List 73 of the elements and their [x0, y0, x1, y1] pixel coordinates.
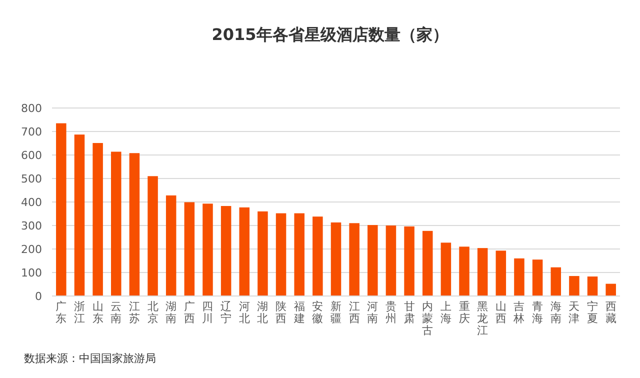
bar — [386, 226, 396, 296]
bar — [166, 195, 176, 296]
bar — [477, 248, 488, 296]
x-tick-label: 新疆 — [330, 300, 342, 325]
bar — [550, 267, 561, 296]
x-tick-label: 山西 — [495, 300, 506, 325]
bar — [202, 204, 213, 296]
x-tick-label: 重庆 — [458, 300, 470, 325]
x-tick-label: 山东 — [92, 300, 104, 325]
bar — [294, 213, 304, 296]
bar — [148, 176, 158, 296]
x-tick-label: 广东 — [56, 300, 67, 325]
x-tick-label: 宁夏 — [587, 300, 598, 325]
bar — [56, 123, 66, 296]
x-tick-label: 四川 — [202, 300, 214, 325]
bar — [129, 153, 140, 296]
y-tick-label: 700 — [21, 126, 42, 138]
bar — [184, 202, 195, 296]
x-tick-label: 湖北 — [257, 300, 268, 325]
y-tick-label: 200 — [21, 243, 42, 256]
y-tick-label: 800 — [21, 102, 42, 115]
x-tick-label: 陕西 — [276, 300, 287, 325]
bar — [220, 206, 232, 296]
x-tick-label: 西藏 — [605, 300, 616, 325]
y-tick-label: 0 — [35, 290, 42, 303]
bar — [440, 242, 452, 296]
x-tick-label: 福建 — [292, 300, 305, 325]
x-tick-label: 内蒙古 — [422, 300, 434, 337]
x-tick-label: 甘肃 — [404, 300, 415, 325]
bar — [239, 207, 250, 296]
x-tick-label: 贵州 — [385, 300, 396, 325]
bar — [606, 284, 616, 296]
y-tick-label: 100 — [21, 266, 42, 280]
x-tick-label: 浙江 — [74, 300, 85, 325]
x-tick-label: 云南 — [110, 300, 122, 325]
x-tick-label: 广西 — [184, 300, 195, 325]
x-tick-label: 辽宁 — [220, 300, 232, 325]
bar — [74, 134, 85, 296]
x-tick-label: 河南 — [367, 300, 378, 325]
bar — [92, 143, 103, 296]
x-tick-label: 江苏 — [128, 300, 140, 325]
x-tick-label: 北京 — [147, 300, 158, 325]
x-tick-label: 天津 — [568, 300, 580, 325]
x-tick-label: 吉林 — [512, 300, 525, 325]
bar — [330, 222, 342, 296]
bar — [368, 225, 378, 296]
bar — [404, 226, 414, 296]
x-tick-label: 湖南 — [166, 300, 177, 325]
bar — [459, 246, 470, 296]
bar — [276, 213, 286, 296]
x-tick-label: 上海 — [440, 300, 452, 325]
bar — [569, 276, 580, 296]
y-tick-label: 600 — [21, 149, 42, 162]
bar — [349, 223, 360, 296]
x-tick-label: 安徽 — [312, 300, 324, 325]
bar — [258, 211, 268, 296]
bar — [514, 258, 524, 296]
x-tick-label: 青海 — [532, 300, 544, 325]
x-tick-label: 黑龙江 — [477, 300, 488, 337]
x-tick-label: 江西 — [348, 300, 360, 325]
bar — [587, 276, 598, 296]
x-tick-label: 海南 — [550, 300, 562, 325]
bar — [496, 250, 506, 296]
bar — [111, 152, 122, 296]
bar — [532, 260, 543, 296]
y-tick-label: 500 — [21, 172, 42, 186]
bar — [422, 230, 433, 296]
y-tick-label: 400 — [21, 196, 42, 209]
x-tick-label: 河北 — [238, 300, 250, 325]
source-note: 数据来源：中国国家旅游局 — [24, 352, 156, 365]
bar — [312, 216, 323, 296]
y-tick-label: 300 — [21, 220, 42, 232]
chart-title: 2015年各省星级酒店数量（家） — [212, 25, 448, 44]
